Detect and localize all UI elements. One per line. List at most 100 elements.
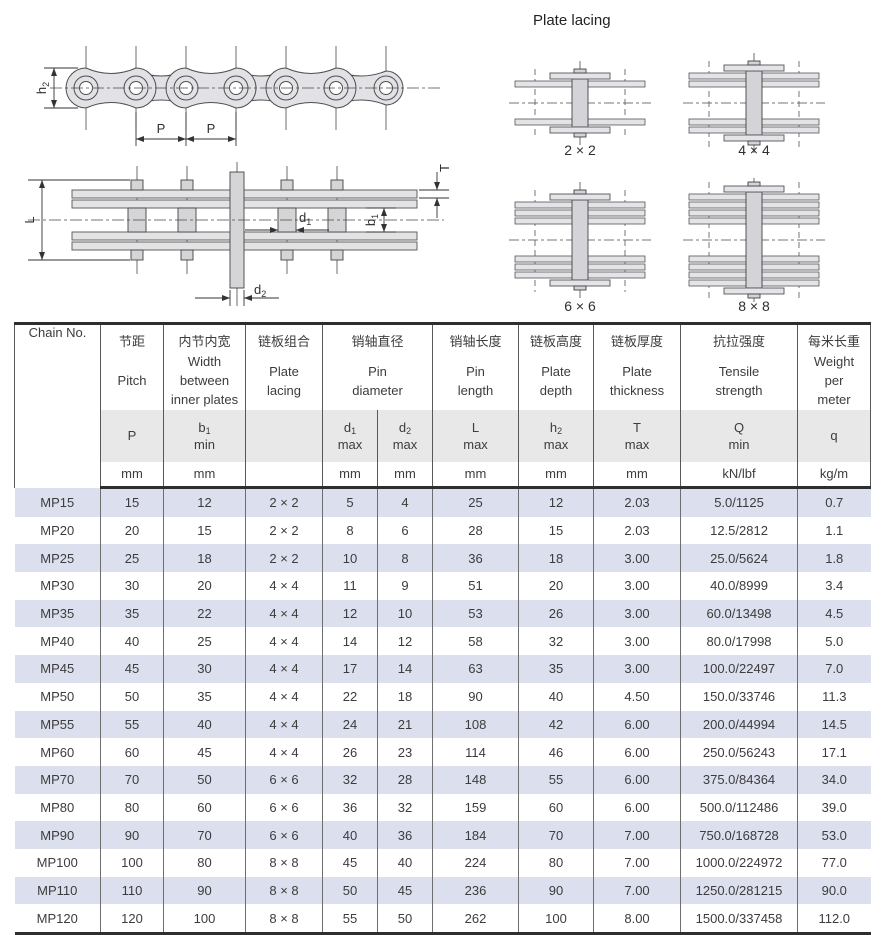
value-cell: 6.00 xyxy=(593,738,682,766)
unit-cell: mm xyxy=(432,462,520,489)
value-cell: 45 xyxy=(322,848,378,877)
header-tensile-strength: 抗拉强度 Tensile strength xyxy=(680,323,799,410)
value-cell: 40 xyxy=(322,821,378,849)
header-plate-lacing: 链板组合 Plate lacing xyxy=(245,323,323,410)
value-cell: 110 xyxy=(100,876,164,905)
value-cell: 22 xyxy=(163,599,246,628)
value-cell: 4 × 4 xyxy=(245,572,323,600)
value-cell: 40 xyxy=(163,710,246,739)
sym-h2: h2 max xyxy=(518,410,595,462)
value-cell: 2 × 2 xyxy=(245,487,323,517)
value-cell: 120 xyxy=(100,904,164,934)
value-cell: 28 xyxy=(376,765,434,794)
value-cell: 2.03 xyxy=(593,487,682,517)
value-cell: 18 xyxy=(163,544,246,573)
value-cell: 45 xyxy=(100,655,164,683)
value-cell: 3.00 xyxy=(593,599,682,628)
value-cell: 4 xyxy=(376,487,434,517)
value-cell: 6.00 xyxy=(593,710,682,739)
value-cell: 32 xyxy=(322,765,378,794)
value-cell: 10 xyxy=(376,599,434,628)
value-cell: 11.3 xyxy=(797,682,871,711)
header-pin-length: 销轴长度 Pin length xyxy=(432,323,520,410)
table-row: MP120 120 100 8 × 8 55 50 262 100 8.00 1500.0/337… xyxy=(14,904,871,934)
value-cell: 14.5 xyxy=(797,710,871,739)
value-cell: 750.0/168728 xyxy=(680,821,799,849)
value-cell: 63 xyxy=(432,655,520,683)
value-cell: 18 xyxy=(518,544,595,573)
value-cell: 25 xyxy=(100,544,164,573)
value-cell: 18 xyxy=(376,682,434,711)
value-cell: 3.00 xyxy=(593,572,682,600)
value-cell: 4 × 4 xyxy=(245,682,323,711)
value-cell: 4 × 4 xyxy=(245,627,323,656)
value-cell: 50 xyxy=(100,682,164,711)
value-cell: 25.0/5624 xyxy=(680,544,799,573)
value-cell: 35 xyxy=(100,599,164,628)
value-cell: 8 × 8 xyxy=(245,848,323,877)
unit-cell: mm xyxy=(518,462,595,489)
chain-no-cell: MP15 xyxy=(14,487,101,517)
header-inner-width: 内节内宽 Width between inner plates xyxy=(163,323,246,410)
value-cell: 8 × 8 xyxy=(245,876,323,905)
lacing-diagram-6x6 xyxy=(509,182,651,298)
value-cell: 12 xyxy=(322,599,378,628)
value-cell: 7.00 xyxy=(593,876,682,905)
value-cell: 20 xyxy=(518,572,595,600)
value-cell: 45 xyxy=(376,876,434,905)
value-cell: 15 xyxy=(163,516,246,545)
value-cell: 4.5 xyxy=(797,599,871,628)
table-row: MP60 60 45 4 × 4 26 23 114 46 6.00 250.0/56243 17.… xyxy=(14,738,871,766)
value-cell: 70 xyxy=(100,765,164,794)
value-cell: 108 xyxy=(432,710,520,739)
value-cell: 60 xyxy=(163,793,246,822)
value-cell: 15 xyxy=(518,516,595,545)
unit-cell: mm xyxy=(100,462,164,489)
value-cell: 6.00 xyxy=(593,793,682,822)
value-cell: 30 xyxy=(163,655,246,683)
value-cell: 5.0 xyxy=(797,627,871,656)
value-cell: 90 xyxy=(163,876,246,905)
table-row: MP40 40 25 4 × 4 14 12 58 32 3.00 80.0/17998 5.0 xyxy=(14,627,871,656)
chain-no-cell: MP20 xyxy=(14,516,101,545)
value-cell: 36 xyxy=(322,793,378,822)
value-cell: 20 xyxy=(163,572,246,600)
value-cell: 23 xyxy=(376,738,434,766)
value-cell: 26 xyxy=(322,738,378,766)
value-cell: 36 xyxy=(376,821,434,849)
d1-label: d1 xyxy=(299,210,311,227)
lacing-label-4x4: 4 × 4 xyxy=(738,142,770,158)
table-row: MP80 80 60 6 × 6 36 32 159 60 6.00 500.0/112486 39… xyxy=(14,793,871,822)
chain-plan-view-drawing: L T d1 b1 d2 xyxy=(22,162,452,306)
length-label: L xyxy=(22,216,37,223)
value-cell: 2 × 2 xyxy=(245,516,323,545)
value-cell: 22 xyxy=(322,682,378,711)
table-row: MP55 55 40 4 × 4 24 21 108 42 6.00 200.0/44994 14.… xyxy=(14,710,871,739)
value-cell: 4 × 4 xyxy=(245,738,323,766)
value-cell: 32 xyxy=(376,793,434,822)
value-cell: 80 xyxy=(163,848,246,877)
value-cell: 55 xyxy=(100,710,164,739)
value-cell: 40 xyxy=(518,682,595,711)
header-plate-depth: 链板高度 Plate depth xyxy=(518,323,595,410)
unit-cell: kN/lbf xyxy=(680,462,799,489)
value-cell: 7.00 xyxy=(593,848,682,877)
table-row: MP110 110 90 8 × 8 50 45 236 90 7.00 1250.0/28121… xyxy=(14,876,871,905)
value-cell: 4 × 4 xyxy=(245,599,323,628)
value-cell: 45 xyxy=(163,738,246,766)
value-cell: 90 xyxy=(100,821,164,849)
table-row: MP90 90 70 6 × 6 40 36 184 70 7.00 750.0/168728 53… xyxy=(14,821,871,849)
value-cell: 100 xyxy=(518,904,595,934)
table-row: MP20 20 15 2 × 2 8 6 28 15 2.03 12.5/2812 1.1 xyxy=(14,516,871,545)
plate-lacing-title: Plate lacing xyxy=(533,12,611,29)
chain-no-cell: MP30 xyxy=(14,572,101,600)
chain-no-cell: MP120 xyxy=(14,904,101,934)
value-cell: 90 xyxy=(518,876,595,905)
value-cell: 80 xyxy=(100,793,164,822)
sym-b1: b1 min xyxy=(163,410,246,462)
value-cell: 55 xyxy=(322,904,378,934)
header-plate-thickness: 链板厚度 Plate thickness xyxy=(593,323,682,410)
thickness-label: T xyxy=(437,164,452,172)
